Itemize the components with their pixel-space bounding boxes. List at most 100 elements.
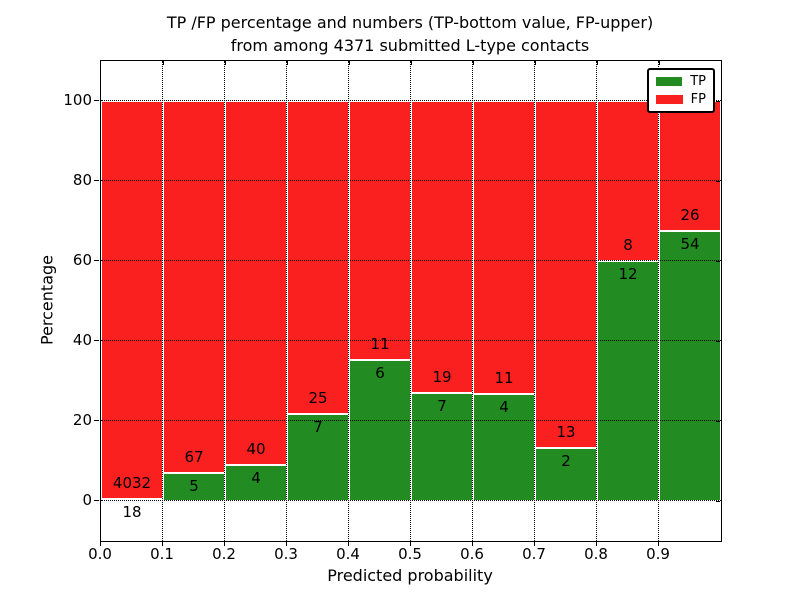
y-tick-mark	[94, 500, 99, 501]
x-gridline	[348, 61, 349, 541]
bar-segment-fp	[411, 101, 473, 394]
bar-segment-tp	[535, 447, 597, 501]
x-gridline	[596, 61, 597, 541]
bar-segment-fp	[287, 101, 349, 414]
x-tick-mark-top	[287, 61, 288, 65]
y-gridline	[101, 420, 721, 421]
bar-value-fp: 19	[432, 368, 452, 387]
chart-title-line1: TP /FP percentage and numbers (TP-bottom…	[166, 13, 654, 32]
x-axis-label: Predicted probability	[327, 566, 493, 585]
y-tick-label: 20	[72, 411, 92, 429]
bar-value-fp: 40	[246, 439, 266, 458]
x-gridline	[472, 61, 473, 541]
bar-value-tp: 7	[437, 397, 447, 416]
x-tick-label: 0.0	[88, 545, 112, 563]
x-tick-mark	[596, 541, 597, 546]
y-tick-mark-right	[716, 181, 720, 182]
bar-value-fp: 11	[370, 334, 390, 353]
x-tick-label: 0.3	[274, 545, 298, 563]
bar-value-tp: 12	[618, 265, 638, 283]
y-gridline	[101, 500, 721, 501]
x-gridline	[224, 61, 225, 541]
legend-label: TP	[690, 74, 706, 90]
x-tick-mark	[286, 541, 287, 546]
bar-segment-fp	[163, 101, 225, 474]
y-tick-mark	[94, 100, 99, 101]
legend-entry-tp: TP	[656, 75, 706, 88]
y-gridline	[101, 100, 721, 101]
y-tick-label: 100	[63, 91, 92, 109]
x-tick-label: 0.6	[460, 545, 484, 563]
y-tick-label: 80	[72, 171, 92, 189]
bar-segment-tp	[659, 231, 721, 501]
x-tick-label: 0.1	[150, 545, 174, 563]
y-tick-label: 60	[72, 251, 92, 269]
x-tick-mark-top	[349, 61, 350, 65]
legend-label: FP	[690, 91, 706, 107]
x-tick-mark	[162, 541, 163, 546]
plot-area: 4032 18 67 5 40 4 25 7 11 6 19 7 11 4 13 2 8 12 26 54	[100, 60, 722, 542]
x-tick-mark	[410, 541, 411, 546]
legend-entry-fp: FP	[656, 93, 706, 106]
x-gridline	[534, 61, 535, 541]
chart-title-line2: from among 4371 submitted L-type contact…	[230, 36, 590, 55]
x-tick-label: 0.4	[336, 545, 360, 563]
y-tick-mark	[94, 260, 99, 261]
bar-value-tp: 4	[499, 398, 509, 417]
bar-value-fp: 26	[680, 206, 700, 224]
x-tick-mark-top	[225, 61, 226, 65]
x-tick-label: 0.2	[212, 545, 236, 563]
x-tick-mark-top	[163, 61, 164, 65]
bar-value-fp: 25	[308, 388, 328, 407]
legend-swatch	[656, 94, 683, 104]
x-tick-mark	[658, 541, 659, 546]
x-gridline	[162, 61, 163, 541]
bar-value-tp: 2	[561, 451, 571, 470]
bar-value-fp: 4032	[112, 474, 152, 493]
bar-segment-fp	[349, 101, 411, 360]
y-tick-label: 40	[72, 331, 92, 349]
x-tick-mark	[472, 541, 473, 546]
y-tick-label: 0	[82, 491, 92, 509]
x-tick-mark-top	[659, 61, 660, 65]
x-tick-label: 0.7	[522, 545, 546, 563]
x-tick-label: 0.5	[398, 545, 422, 563]
y-gridline	[101, 340, 721, 341]
legend-swatch	[656, 77, 683, 87]
y-tick-mark-right	[716, 501, 720, 502]
bar-segment-fp	[473, 101, 535, 395]
y-gridline	[101, 180, 721, 181]
y-tick-mark-right	[716, 421, 720, 422]
bar-segment-fp	[101, 101, 163, 500]
bar-value-tp: 7	[313, 417, 323, 436]
bar-segment-tp	[473, 394, 535, 501]
bar-value-tp: 6	[375, 363, 385, 382]
x-tick-mark	[534, 541, 535, 546]
bar-value-tp: 5	[189, 477, 199, 496]
bar-segment-fp	[659, 101, 721, 231]
x-tick-label: 0.9	[646, 545, 670, 563]
x-tick-mark-top	[473, 61, 474, 65]
y-gridline	[101, 260, 721, 261]
x-tick-label: 0.8	[584, 545, 608, 563]
y-tick-mark-right	[716, 341, 720, 342]
x-tick-mark	[224, 541, 225, 546]
x-tick-mark	[348, 541, 349, 546]
bar-value-fp: 11	[494, 369, 514, 388]
bar-segment-fp	[597, 101, 659, 261]
x-tick-mark	[100, 541, 101, 546]
bar-value-tp: 4	[251, 468, 261, 487]
bar-segment-fp	[225, 101, 287, 465]
bar-segment-tp	[597, 261, 659, 501]
y-tick-mark	[94, 180, 99, 181]
x-gridline	[658, 61, 659, 541]
bar-value-tp: 54	[680, 235, 700, 253]
bar-value-fp: 13	[556, 422, 576, 441]
y-tick-mark	[94, 340, 99, 341]
x-gridline	[286, 61, 287, 541]
bar-value-fp: 67	[184, 448, 204, 467]
x-tick-mark-top	[535, 61, 536, 65]
x-gridline	[410, 61, 411, 541]
y-tick-mark-right	[716, 101, 720, 102]
y-tick-mark-right	[716, 261, 720, 262]
